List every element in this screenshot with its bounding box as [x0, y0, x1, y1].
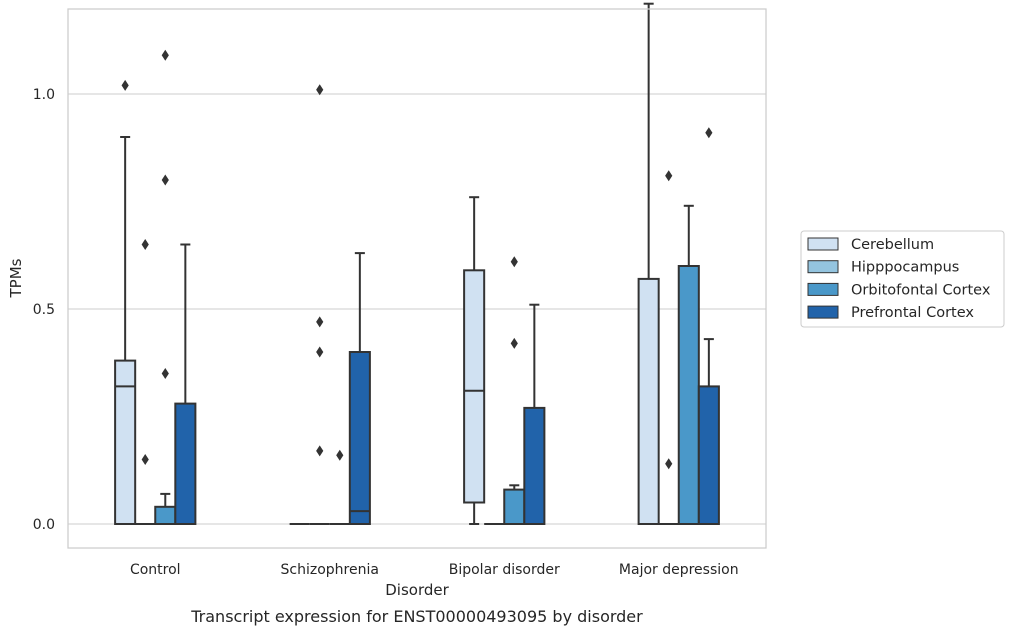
x-tick-label: Schizophrenia [281, 562, 379, 578]
box [348, 351, 371, 525]
legend-swatch [807, 305, 839, 319]
legend-label: Hipppocampus [851, 260, 959, 276]
grid-lines [68, 93, 766, 525]
legend-frame [800, 230, 1005, 328]
box-group [114, 79, 137, 525]
legend-label: Orbitofontal Cortex [851, 282, 991, 298]
chart-caption: Transcript expression for ENST0000049309… [190, 607, 643, 626]
outlier-point [141, 239, 149, 250]
outlier-point [510, 256, 518, 268]
x-tick-label: Major depression [619, 562, 739, 578]
box [174, 402, 197, 526]
box-group [348, 252, 371, 525]
outlier-point [336, 449, 344, 461]
outlier-point [665, 458, 673, 470]
outlier-point [121, 79, 129, 91]
plot-frame [67, 8, 767, 549]
outlier-point [161, 368, 169, 379]
y-tick-label: 0.5 [33, 302, 55, 318]
legend-label: Cerebellum [851, 237, 934, 253]
box [154, 505, 177, 525]
box-group [503, 256, 526, 526]
legend: Cerebellum Hipppocampus Orbitofontal Corte… [800, 230, 1005, 328]
outlier-point [705, 127, 713, 139]
x-tick-label: Bipolar disorder [449, 562, 560, 578]
y-axis-label: TPMs [7, 258, 25, 298]
box [114, 359, 137, 525]
box-group [697, 127, 720, 525]
box-group [309, 84, 330, 525]
outlier-point [141, 454, 149, 465]
outlier-point [316, 346, 324, 358]
box [503, 488, 526, 526]
y-tick-label: 1.0 [33, 87, 55, 103]
legend-swatch [807, 282, 839, 296]
box-group [523, 303, 546, 525]
box-group [484, 523, 505, 525]
box [637, 277, 660, 525]
box [463, 269, 486, 504]
box-group [154, 49, 177, 525]
box [697, 385, 720, 525]
box-group [658, 170, 679, 525]
outlier-point [665, 170, 673, 182]
box-group [329, 449, 350, 525]
y-tick-label: 0.0 [33, 517, 55, 533]
box [677, 265, 700, 525]
outlier-point [316, 84, 324, 96]
box-group [463, 196, 486, 525]
outlier-point [316, 316, 324, 328]
outlier-point [161, 49, 169, 61]
legend-swatch [807, 237, 839, 251]
x-axis-ticks: Control Schizophrenia Bipolar disorder Majo… [130, 562, 739, 578]
outlier-point [510, 337, 518, 349]
box-group [677, 204, 700, 525]
y-axis-ticks: 0.00.51.01.52.0 [33, 87, 55, 533]
box [523, 406, 546, 525]
outlier-point [161, 174, 169, 186]
box-group [174, 243, 197, 526]
box-plot-series [114, 2, 720, 526]
x-axis-label: Disorder [385, 581, 449, 599]
legend-label: Prefrontal Cortex [851, 305, 974, 321]
outlier-point [316, 445, 324, 457]
x-tick-label: Control [130, 562, 181, 578]
legend-swatch [807, 260, 839, 274]
box-group [135, 239, 156, 525]
box-group [637, 2, 660, 525]
